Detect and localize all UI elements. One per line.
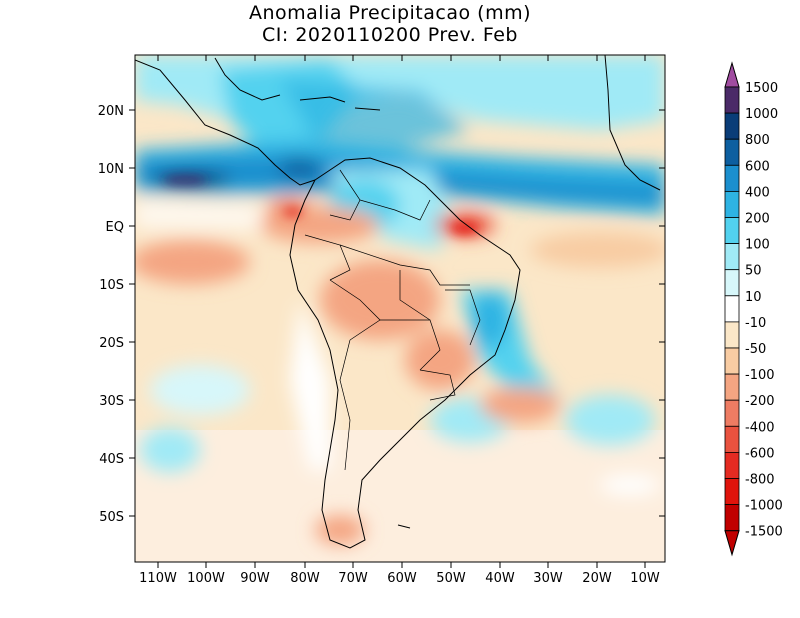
legend-label: 10 [745, 290, 762, 305]
lat-label: 20S [99, 336, 124, 351]
lat-tick: 10S [99, 278, 665, 293]
lon-label: 50W [436, 571, 466, 586]
lon-label: 20W [582, 571, 612, 586]
legend-swatch [724, 347, 740, 375]
legend-swatch [724, 86, 740, 114]
legend-label: 1500 [745, 81, 778, 96]
legend-swatch [724, 478, 740, 506]
lon-tick: 80W [290, 55, 320, 586]
lon-tick: 30W [533, 55, 563, 586]
legend-label: 1000 [745, 107, 778, 122]
legend-swatch [724, 321, 740, 349]
lon-label: 40W [485, 571, 515, 586]
lon-label: 100W [187, 571, 225, 586]
lon-tick: 10W [630, 55, 660, 586]
lat-tick: 40S [99, 452, 665, 467]
legend-swatch [724, 373, 740, 401]
legend-arrow-bottom [724, 530, 740, 557]
legend-label: -800 [745, 473, 775, 488]
legend-label: 400 [745, 185, 770, 200]
legend-swatch [724, 399, 740, 427]
lat-label: 40S [99, 452, 124, 467]
lat-tick: 50S [99, 510, 665, 525]
lat-tick: 30S [99, 394, 665, 409]
legend-swatch [724, 425, 740, 453]
legend-label: -400 [745, 420, 775, 435]
lat-label: EQ [106, 220, 124, 235]
legend-swatch [724, 217, 740, 245]
map-subtitle: CI: 2020110200 Prev. Feb [262, 24, 518, 46]
coastlines [135, 55, 661, 549]
legend-swatch [724, 504, 740, 532]
legend-swatch [724, 112, 740, 140]
lon-tick: 40W [485, 55, 515, 586]
lat-tick: 20N [98, 104, 665, 119]
lon-label: 70W [338, 571, 368, 586]
legend-label: -200 [745, 394, 775, 409]
color-legend: 1500 1000 800 600 400 200 100 50 10 -10 -50 -100 -20… [724, 61, 783, 557]
lon-tick: 50W [436, 55, 466, 586]
legend-swatch [724, 269, 740, 297]
legend-label: 50 [745, 264, 762, 279]
lat-label: 30S [99, 394, 124, 409]
lon-label: 30W [533, 571, 563, 586]
legend-label: 800 [745, 133, 770, 148]
legend-label: -100 [745, 368, 775, 383]
legend-swatch [724, 295, 740, 323]
lon-label: 90W [240, 571, 270, 586]
legend-label: -50 [745, 342, 766, 357]
legend-arrow-top [724, 61, 740, 88]
lon-tick: 110W [139, 55, 177, 586]
lon-tick: 20W [582, 55, 612, 586]
plot-frame [134, 54, 666, 563]
legend-label: 100 [745, 238, 770, 253]
lon-label: 80W [290, 571, 320, 586]
lat-label: 10N [98, 162, 124, 177]
legend-swatch [724, 190, 740, 218]
legend-swatch [724, 451, 740, 479]
lon-tick: 90W [240, 55, 270, 586]
country-borders [304, 169, 481, 471]
legend-label: 600 [745, 159, 770, 174]
lat-label: 10S [99, 278, 124, 293]
lon-tick: 70W [338, 55, 368, 586]
anomaly-field [135, 55, 665, 562]
map-title: Anomalia Precipitacao (mm) [248, 2, 531, 24]
lat-axis: 20N 10N EQ 10S 20S 30S 40S 50S [98, 104, 665, 525]
lon-axis: 110W 100W 90W 80W 70W 60W 50W 40W 30W 20… [139, 55, 660, 586]
legend-label: -1500 [745, 525, 783, 540]
legend-label: -600 [745, 446, 775, 461]
lat-tick: 20S [99, 336, 665, 351]
legend-swatch [724, 138, 740, 166]
legend-swatch [724, 164, 740, 192]
lon-tick: 100W [187, 55, 225, 586]
lat-tick: EQ [106, 220, 665, 235]
legend-swatch [724, 243, 740, 271]
lat-label: 20N [98, 104, 124, 119]
legend-label: 200 [745, 212, 770, 227]
legend-label: -1000 [745, 499, 783, 514]
lat-label: 50S [99, 510, 124, 525]
lon-label: 110W [139, 571, 177, 586]
legend-label: -10 [745, 316, 766, 331]
lon-label: 10W [630, 571, 660, 586]
lon-label: 60W [387, 571, 417, 586]
lon-tick: 60W [387, 55, 417, 586]
lat-tick: 10N [98, 162, 665, 177]
